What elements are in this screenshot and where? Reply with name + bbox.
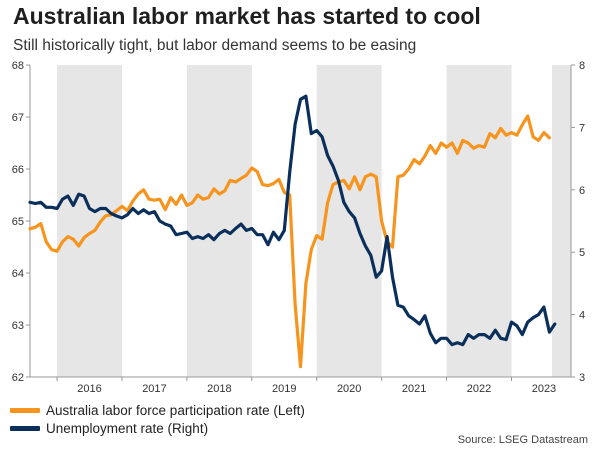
right-tick-label: 8 [579, 60, 585, 72]
legend-item-participation: Australia labor force participation rate… [10, 401, 305, 419]
source-note: Source: LSEG Datastream [457, 434, 588, 446]
right-tick-label: 4 [579, 310, 585, 322]
x-tick-label-2018: 2018 [207, 383, 231, 395]
legend-label-unemployment: Unemployment rate (Right) [46, 420, 209, 436]
right-tick-label: 6 [579, 185, 585, 197]
legend-swatch-unemployment [10, 425, 40, 431]
x-tick-label-2017: 2017 [142, 383, 166, 395]
left-tick-label: 67 [12, 112, 24, 124]
series-lines [28, 94, 557, 369]
right-tick-label: 3 [579, 372, 585, 384]
legend: Australia labor force participation rate… [10, 401, 305, 437]
unemployment-rate-line [28, 94, 557, 347]
shaded-year-bands [57, 65, 571, 377]
legend-item-unemployment: Unemployment rate (Right) [10, 419, 305, 437]
x-axis-year-labels: 2016 2017 2018 2019 2020 2021 2022 2023 [56, 377, 556, 395]
legend-swatch-participation [10, 407, 40, 413]
x-tick-label-2019: 2019 [272, 383, 296, 395]
left-tick-label: 65 [12, 216, 24, 228]
shaded-band-2020 [316, 65, 382, 377]
left-tick-label: 62 [12, 372, 24, 384]
x-tick-label-2022: 2022 [467, 383, 491, 395]
left-tick-label: 64 [12, 268, 24, 280]
left-tick-label: 66 [12, 164, 24, 176]
legend-label-participation: Australia labor force participation rate… [46, 402, 305, 418]
right-axis-tick-labels: 3 4 5 6 7 8 [571, 60, 585, 384]
shaded-band-2022 [446, 65, 512, 377]
x-tick-label-2021: 2021 [402, 383, 426, 395]
x-tick-label-2023: 2023 [532, 383, 556, 395]
shaded-band-tail [552, 65, 571, 377]
right-tick-label: 7 [579, 122, 585, 134]
shaded-band-2018 [186, 65, 252, 377]
left-axis-tick-labels: 62 63 64 65 66 67 68 [12, 60, 30, 384]
right-tick-label: 5 [579, 247, 585, 259]
chart-subtitle: Still historically tight, but labor dema… [13, 37, 417, 54]
chart-title: Australian labor market has started to c… [13, 3, 481, 29]
x-tick-label-2016: 2016 [77, 383, 101, 395]
left-tick-label: 63 [12, 320, 24, 332]
participation-rate-line [28, 114, 552, 369]
x-tick-label-2020: 2020 [337, 383, 361, 395]
left-tick-label: 68 [12, 60, 24, 72]
shaded-band-2016 [57, 65, 122, 377]
